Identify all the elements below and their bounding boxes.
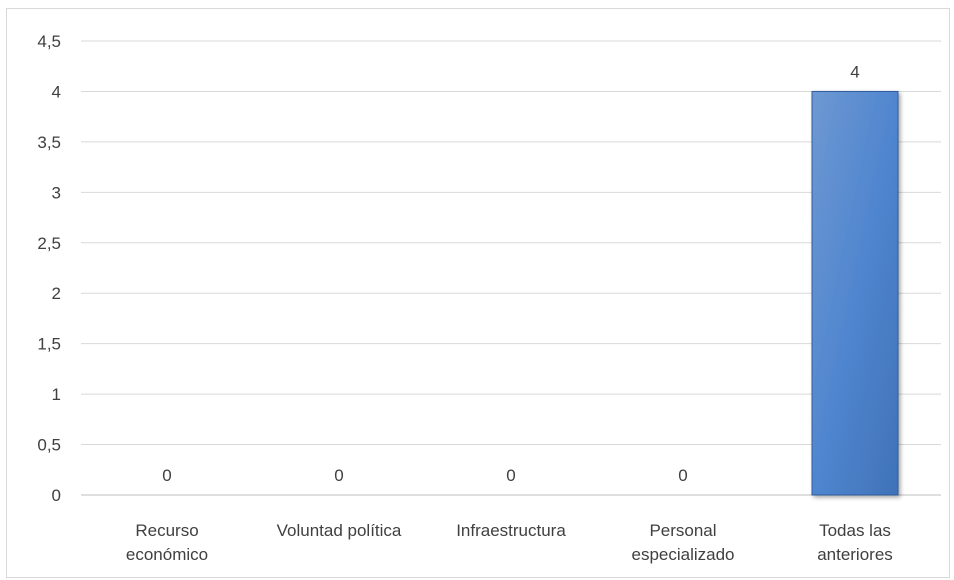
y-tick-label: 2 — [52, 284, 61, 303]
y-tick-label: 4,5 — [37, 32, 61, 51]
bar — [811, 90, 899, 496]
data-label: 0 — [162, 466, 171, 485]
x-category-label: Personal especializado — [631, 521, 734, 564]
bars — [811, 90, 899, 496]
y-tick-label: 3,5 — [37, 133, 61, 152]
y-tick-label: 4 — [52, 82, 61, 101]
y-tick-label: 2,5 — [37, 234, 61, 253]
x-category-label: Infraestructura — [456, 521, 566, 540]
data-labels: 0 0 0 0 4 — [162, 62, 859, 485]
y-axis-tick-labels: 0 0,5 1 1,5 2 2,5 3 3,5 4 4,5 — [37, 32, 61, 505]
data-label: 0 — [678, 466, 687, 485]
x-category-label: Voluntad política — [277, 521, 402, 540]
data-label: 0 — [506, 466, 515, 485]
x-category-label: Todas las anteriores — [817, 521, 893, 564]
gridlines — [81, 40, 941, 496]
y-tick-label: 0,5 — [37, 436, 61, 455]
data-label: 4 — [850, 62, 859, 81]
y-tick-label: 1 — [52, 385, 61, 404]
chart-area: 0 0,5 1 1,5 2 2,5 3 3,5 4 4,5 0 0 0 0 4 Recurso económ… — [6, 8, 950, 578]
y-tick-label: 1,5 — [37, 335, 61, 354]
x-axis-category-labels: Recurso económico Voluntad política Infraes… — [126, 521, 893, 564]
y-tick-label: 0 — [52, 486, 61, 505]
bar-chart: 0 0,5 1 1,5 2 2,5 3 3,5 4 4,5 0 0 0 0 4 Recurso económ… — [37, 32, 941, 564]
y-tick-label: 3 — [52, 183, 61, 202]
data-label: 0 — [334, 466, 343, 485]
x-category-label: Recurso económico — [126, 521, 208, 564]
